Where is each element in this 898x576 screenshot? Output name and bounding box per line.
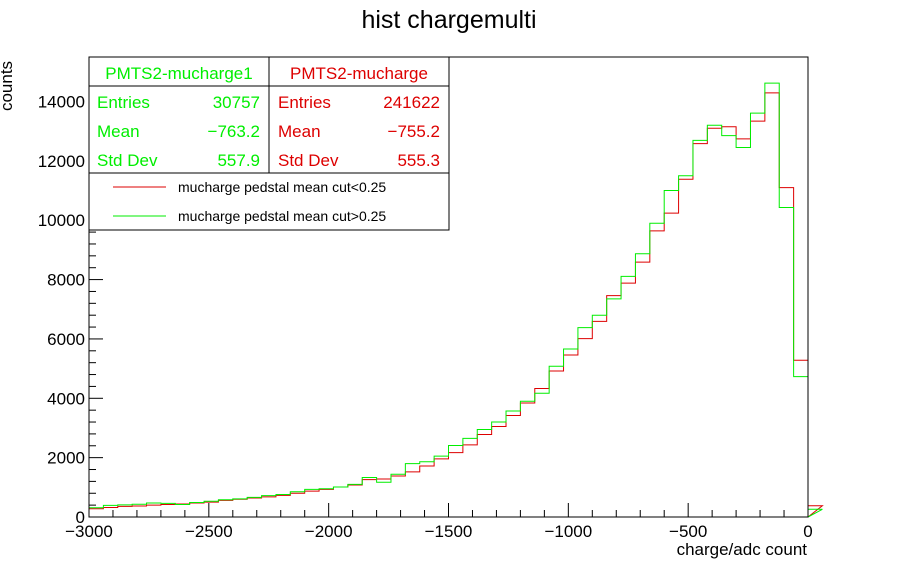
x-tick-label: −2500: [185, 522, 233, 541]
x-tick-label: −1500: [425, 522, 473, 541]
x-tick-label: −2000: [305, 522, 353, 541]
y-tick-label: 4000: [47, 389, 85, 408]
stats-box-1-mean-label: Mean: [97, 122, 140, 141]
stats-box-1-stddev-label: Std Dev: [97, 151, 158, 170]
stats-box-1-stddev-value: 557.9: [217, 151, 260, 170]
stats-box-2: PMTS2-mucharge Entries 241622 Mean −755.…: [268, 56, 450, 174]
stats-box-2-stddev-value: 555.3: [397, 151, 440, 170]
stats-box-2-entries-label: Entries: [278, 93, 331, 112]
y-tick-label: 2000: [47, 449, 85, 468]
y-tick-label: 12000: [38, 152, 85, 171]
x-tick-labels: −3000 −2500 −2000 −1500 −1000 −500 0: [65, 522, 813, 541]
stats-box-1-title: PMTS2-mucharge1: [105, 64, 252, 83]
stats-box-2-title: PMTS2-mucharge: [290, 64, 428, 83]
x-tick-label: 0: [803, 522, 812, 541]
chart-title: hist chargemulti: [361, 6, 536, 34]
y-axis-label: counts: [0, 61, 16, 111]
series-line-1: [89, 82, 823, 518]
x-tick-label: −3000: [65, 522, 113, 541]
x-tick-label: −1000: [544, 522, 592, 541]
y-tick-labels: 0 2000 4000 6000 8000 10000 12000 14000: [38, 93, 85, 527]
histogram-series: [89, 82, 824, 518]
stats-box-2-entries-value: 241622: [383, 93, 440, 112]
y-tick-label: 14000: [38, 93, 85, 112]
x-tick-label: −500: [669, 522, 707, 541]
legend: mucharge pedstal mean cut<0.25 mucharge …: [88, 172, 450, 231]
stats-box-2-mean-label: Mean: [278, 122, 321, 141]
stats-box-1-entries-label: Entries: [97, 93, 150, 112]
legend-label-green: mucharge pedstal mean cut>0.25: [178, 208, 386, 224]
stats-box-1: PMTS2-mucharge1 Entries 30757 Mean −763.…: [88, 56, 270, 174]
x-axis-label: charge/adc count: [677, 540, 808, 559]
y-tick-label: 8000: [47, 271, 85, 290]
stats-box-2-stddev-label: Std Dev: [278, 151, 339, 170]
y-tick-label: 10000: [38, 211, 85, 230]
legend-label-red: mucharge pedstal mean cut<0.25: [178, 179, 386, 195]
stats-box-1-entries-value: 30757: [213, 93, 260, 112]
y-tick-label: 0: [76, 508, 85, 527]
y-tick-label: 6000: [47, 330, 85, 349]
stats-box-1-mean-value: −763.2: [208, 122, 260, 141]
series-line-0: [89, 92, 824, 518]
stats-box-2-mean-value: −755.2: [388, 122, 440, 141]
